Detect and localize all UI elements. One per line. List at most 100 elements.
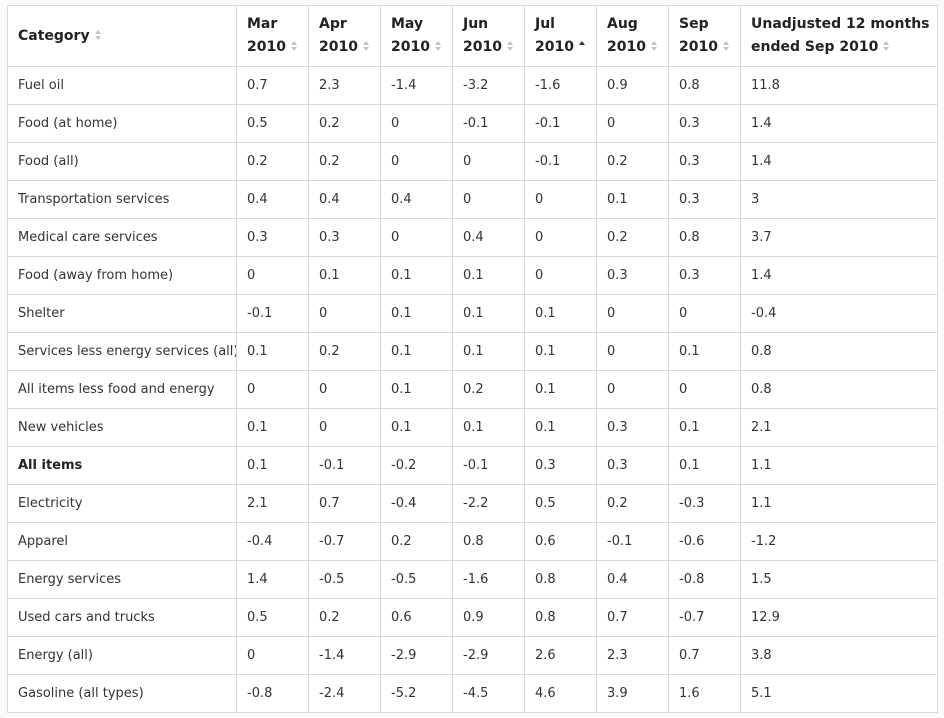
value-cell: 0.1 xyxy=(524,294,597,333)
header-label: Jul xyxy=(535,16,555,32)
value-cell: 0.5 xyxy=(524,484,597,523)
column-header-sep-2010[interactable]: Sep 2010 xyxy=(668,5,741,67)
table-row: Electricity 2.1 0.7 -0.4 -2.2 0.5 0.2 -0.3 1.1 xyxy=(7,484,938,523)
value-cell: 1.4 xyxy=(740,142,938,181)
category-cell: Apparel xyxy=(7,522,237,561)
table-row: Energy (all) 0 -1.4 -2.9 -2.9 2.6 2.3 0.7 3.8 xyxy=(7,636,938,675)
value-cell: 0 xyxy=(524,180,597,219)
value-cell: 0.1 xyxy=(236,408,309,447)
value-cell: 0 xyxy=(380,142,453,181)
column-header-jul-2010[interactable]: Jul 2010 xyxy=(524,5,597,67)
value-cell: 0.8 xyxy=(524,598,597,637)
value-cell: 0.9 xyxy=(596,66,669,105)
column-header-may-2010[interactable]: May 2010 xyxy=(380,5,453,67)
value-cell: -2.9 xyxy=(452,636,525,675)
value-cell: 0 xyxy=(668,294,741,333)
value-cell: 0.2 xyxy=(308,104,381,143)
value-cell: 0 xyxy=(380,104,453,143)
value-cell: 0.1 xyxy=(380,332,453,371)
value-cell: 2.1 xyxy=(236,484,309,523)
sort-icon xyxy=(94,29,102,41)
value-cell: 0.2 xyxy=(380,522,453,561)
value-cell: -0.1 xyxy=(308,446,381,485)
value-cell: 5.1 xyxy=(740,674,938,713)
value-cell: -0.6 xyxy=(668,522,741,561)
value-cell: 3.8 xyxy=(740,636,938,675)
value-cell: 0 xyxy=(236,370,309,409)
column-header-jun-2010[interactable]: Jun 2010 xyxy=(452,5,525,67)
value-cell: 0.3 xyxy=(308,218,381,257)
table-row: Gasoline (all types) -0.8 -2.4 -5.2 -4.5 4.6 3… xyxy=(7,674,938,713)
value-cell: 0.1 xyxy=(524,370,597,409)
value-cell: 0.2 xyxy=(596,142,669,181)
value-cell: 0.3 xyxy=(668,256,741,295)
value-cell: 3 xyxy=(740,180,938,219)
value-cell: 0.2 xyxy=(596,218,669,257)
header-row: Category Mar 2010 Apr 2010 May 2010 Jun … xyxy=(7,5,938,67)
value-cell: 1.5 xyxy=(740,560,938,599)
value-cell: 3.7 xyxy=(740,218,938,257)
category-cell: New vehicles xyxy=(7,408,237,447)
value-cell: 0.1 xyxy=(236,446,309,485)
sort-icon xyxy=(290,41,298,52)
value-cell: 4.6 xyxy=(524,674,597,713)
category-cell: Shelter xyxy=(7,294,237,333)
value-cell: 2.3 xyxy=(308,66,381,105)
value-cell: 0.1 xyxy=(596,180,669,219)
value-cell: 0.7 xyxy=(236,66,309,105)
value-cell: -0.4 xyxy=(740,294,938,333)
column-header-apr-2010[interactable]: Apr 2010 xyxy=(308,5,381,67)
value-cell: -0.1 xyxy=(524,104,597,143)
table-row: Energy services 1.4 -0.5 -0.5 -1.6 0.8 0.4 -0.8… xyxy=(7,560,938,599)
value-cell: 0.6 xyxy=(380,598,453,637)
value-cell: 0.1 xyxy=(668,446,741,485)
column-header-unadjusted-12-months[interactable]: Unadjusted 12 months ended Sep 2010 xyxy=(740,5,938,67)
column-header-mar-2010[interactable]: Mar 2010 xyxy=(236,5,309,67)
value-cell: 2.1 xyxy=(740,408,938,447)
value-cell: -1.6 xyxy=(524,66,597,105)
category-cell: Food (at home) xyxy=(7,104,237,143)
category-cell: Fuel oil xyxy=(7,66,237,105)
value-cell: 0 xyxy=(308,294,381,333)
value-cell: 0.1 xyxy=(236,332,309,371)
value-cell: 0.4 xyxy=(452,218,525,257)
value-cell: -2.9 xyxy=(380,636,453,675)
sort-icon xyxy=(650,41,658,52)
value-cell: 0.5 xyxy=(236,598,309,637)
column-header-aug-2010[interactable]: Aug 2010 xyxy=(596,5,669,67)
header-label: Sep xyxy=(679,16,709,32)
category-cell: Used cars and trucks xyxy=(7,598,237,637)
value-cell: 0.8 xyxy=(668,218,741,257)
category-cell: Transportation services xyxy=(7,180,237,219)
header-label: 2010 xyxy=(319,39,358,55)
value-cell: 0.3 xyxy=(596,408,669,447)
value-cell: 0.9 xyxy=(452,598,525,637)
value-cell: 0 xyxy=(308,408,381,447)
value-cell: 0 xyxy=(236,636,309,675)
value-cell: -0.1 xyxy=(524,142,597,181)
value-cell: -0.4 xyxy=(236,522,309,561)
table-row: Food (all) 0.2 0.2 0 0 -0.1 0.2 0.3 1.4 xyxy=(7,142,938,181)
sort-icon xyxy=(883,41,890,52)
header-label: 2010 xyxy=(535,39,574,55)
value-cell: -0.3 xyxy=(668,484,741,523)
header-label: Apr xyxy=(319,16,347,32)
table-row: Used cars and trucks 0.5 0.2 0.6 0.9 0.8 0.7 -0… xyxy=(7,598,938,637)
value-cell: 0 xyxy=(596,294,669,333)
value-cell: 0 xyxy=(380,218,453,257)
category-cell: All items less food and energy xyxy=(7,370,237,409)
value-cell: -1.6 xyxy=(452,560,525,599)
value-cell: -2.4 xyxy=(308,674,381,713)
column-header-category[interactable]: Category xyxy=(7,5,237,67)
value-cell: 0.6 xyxy=(524,522,597,561)
value-cell: -0.1 xyxy=(596,522,669,561)
value-cell: -0.8 xyxy=(668,560,741,599)
table-row: Services less energy services (all) 0.1 0.… xyxy=(7,332,938,371)
value-cell: 0.7 xyxy=(596,598,669,637)
value-cell: 0.3 xyxy=(668,142,741,181)
header-label: Category xyxy=(18,27,90,44)
sort-icon xyxy=(506,41,514,52)
category-cell: All items xyxy=(7,446,237,485)
value-cell: 0 xyxy=(236,256,309,295)
value-cell: 0 xyxy=(596,370,669,409)
